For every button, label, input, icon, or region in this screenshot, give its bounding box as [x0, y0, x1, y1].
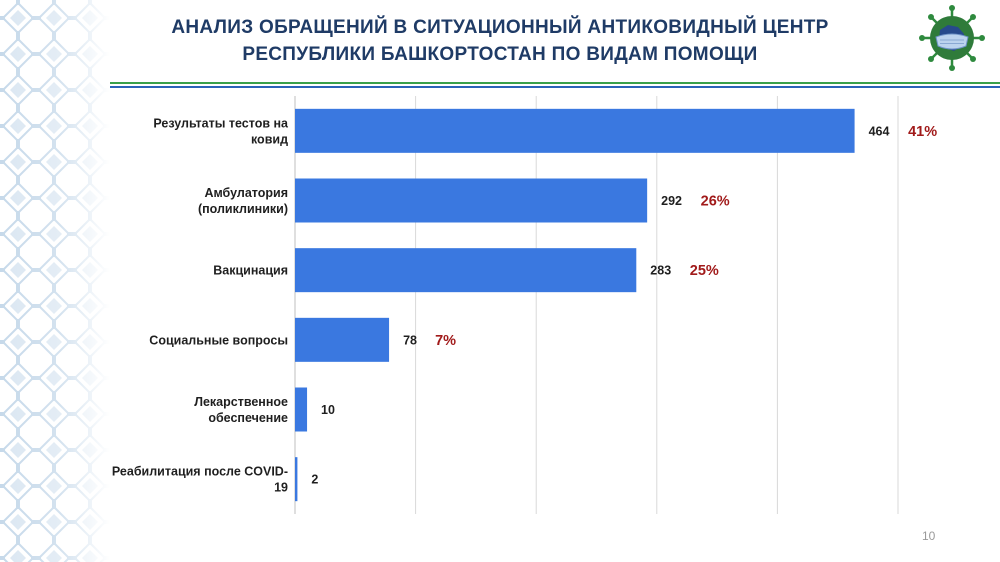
- value-label: 10: [321, 403, 335, 417]
- virus-mask-map-icon: [918, 4, 986, 72]
- value-label: 283: [650, 264, 671, 278]
- header-rule-green: [110, 82, 1000, 84]
- value-label: 78: [403, 333, 417, 347]
- ornament-decoration: [0, 0, 110, 562]
- bar: [295, 317, 390, 362]
- category-label: Социальные вопросы: [149, 333, 288, 347]
- page-number: 10: [922, 529, 936, 543]
- bar: [295, 178, 648, 223]
- chart-bars: [295, 108, 855, 502]
- slide-title-line-2: РЕСПУБЛИКИ БАШКОРТОСТАН ПО ВИДАМ ПОМОЩИ: [242, 44, 758, 65]
- slide-title: АНАЛИЗ ОБРАЩЕНИЙ В СИТУАЦИОННЫЙ АНТИКОВИ…: [120, 14, 880, 68]
- percent-label: 7%: [435, 333, 456, 349]
- bar: [295, 108, 855, 153]
- slide-title-line-1: АНАЛИЗ ОБРАЩЕНИЙ В СИТУАЦИОННЫЙ АНТИКОВИ…: [171, 17, 829, 38]
- bar: [295, 457, 298, 502]
- chart-labels: Результаты тестов на ковид 464 41% Амбулатор…: [112, 116, 937, 494]
- value-label: 464: [869, 124, 890, 138]
- bar: [295, 387, 308, 432]
- category-label: Амбулатория (поликлиники): [198, 186, 288, 216]
- percent-label: 41%: [908, 124, 937, 140]
- header-rule-blue: [110, 86, 1000, 88]
- category-label: Вакцинация: [213, 264, 288, 278]
- value-label: 292: [661, 194, 682, 208]
- percent-label: 25%: [690, 263, 719, 279]
- category-label: Результаты тестов на ковид: [153, 116, 289, 146]
- bar: [295, 248, 637, 293]
- percent-label: 26%: [701, 194, 730, 210]
- value-label: 2: [311, 473, 318, 487]
- category-label: Лекарственное обеспечение: [194, 395, 288, 425]
- chart-gridlines: [294, 96, 899, 514]
- category-label: Реабилитация после COVID-19: [112, 465, 288, 495]
